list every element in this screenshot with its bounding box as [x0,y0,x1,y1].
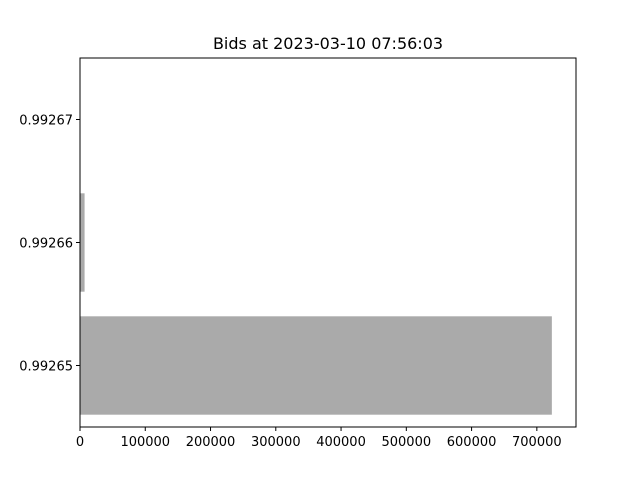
bars-group [80,193,552,415]
x-tick-label: 0 [76,435,84,450]
x-tick-label: 500000 [381,435,431,450]
x-tick-label: 100000 [120,435,170,450]
plot-frame [79,57,577,428]
x-tick-label: 400000 [316,435,366,450]
chart-title: Bids at 2023-03-10 07:56:03 [213,34,443,53]
y-tick-label: 0.99267 [19,114,73,129]
y-tick-label: 0.99266 [19,237,73,252]
bar-0-99266 [80,193,85,292]
x-axis: 0 100000 200000 300000 400000 500000 600000 700… [76,427,562,450]
x-tick-label: 300000 [251,435,301,450]
y-tick-label: 0.99265 [19,360,73,375]
bar-0-99265 [80,316,552,415]
y-axis: 0.99265 0.99266 0.99267 [19,114,80,375]
x-tick-label: 700000 [512,435,562,450]
x-tick-label: 200000 [186,435,236,450]
x-tick-label: 600000 [447,435,497,450]
